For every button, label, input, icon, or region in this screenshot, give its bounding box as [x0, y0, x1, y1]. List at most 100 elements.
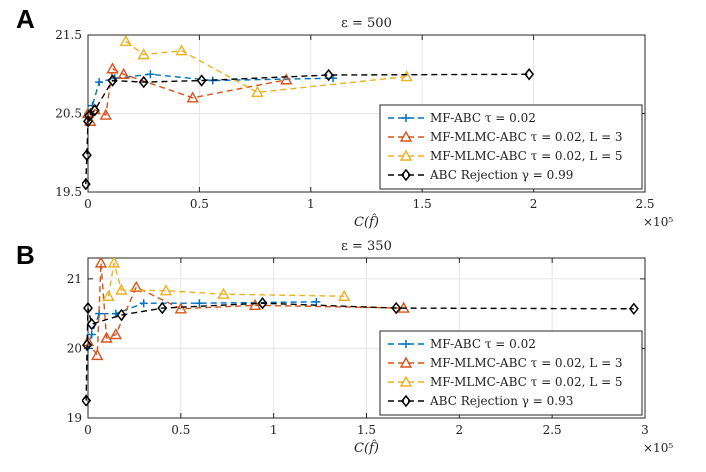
x-tick-label: 0: [84, 197, 92, 211]
series-3: [82, 297, 639, 407]
data-point: [524, 68, 535, 81]
data-point: [195, 299, 204, 308]
data-point: [174, 302, 188, 314]
series-1: [82, 258, 410, 361]
legend-label: MF-MLMC-ABC τ = 0.02, L = 5: [430, 375, 623, 389]
y-tick-label: 20.5: [55, 107, 82, 121]
data-point: [400, 70, 413, 82]
data-point: [251, 85, 264, 98]
data-point: [115, 283, 128, 295]
legend-label: MF-ABC τ = 0.02: [430, 111, 536, 125]
y-tick-label: 21.5: [55, 28, 82, 42]
series-line: [85, 302, 634, 401]
data-point: [82, 338, 93, 352]
y-tick-label: 19: [67, 411, 82, 425]
data-point: [100, 331, 113, 343]
data-point: [338, 289, 351, 301]
data-point: [82, 177, 91, 191]
data-point: [99, 108, 113, 120]
data-point: [399, 356, 413, 368]
data-point: [82, 148, 92, 162]
data-point: [399, 149, 413, 161]
y-tick-label: 20: [67, 341, 82, 355]
data-point: [91, 348, 104, 361]
y-tick-label: 21: [67, 272, 82, 286]
data-point: [402, 340, 410, 348]
chart-title: ε = 350: [341, 239, 392, 254]
data-point: [119, 35, 133, 46]
data-point: [399, 130, 413, 142]
legend-label: MF-MLMC-ABC τ = 0.02, L = 5: [430, 149, 623, 163]
data-point: [83, 301, 93, 315]
x-tick-label: 0: [84, 423, 92, 437]
data-point: [94, 258, 108, 268]
legend-label: MF-MLMC-ABC τ = 0.02, L = 3: [430, 130, 623, 144]
x-tick-label: 1.5: [413, 197, 432, 211]
data-point: [109, 328, 123, 340]
data-point: [175, 44, 188, 56]
data-point: [217, 287, 230, 299]
series-line: [87, 301, 317, 349]
data-point: [391, 301, 402, 315]
legend: MF-ABC τ = 0.02 MF-MLMC-ABC τ = 0.02, L =…: [379, 104, 643, 190]
data-point: [84, 109, 95, 123]
series-2: [102, 258, 351, 301]
data-point: [107, 258, 121, 268]
series-1: [82, 62, 293, 127]
data-point: [138, 75, 149, 89]
legend: MF-ABC τ = 0.02 MF-MLMC-ABC τ = 0.02, L =…: [379, 330, 643, 416]
data-point: [107, 74, 118, 87]
x-exponent-label: ×10⁵: [643, 215, 673, 229]
data-point: [323, 68, 334, 82]
data-point: [401, 394, 411, 408]
series-3: [82, 68, 535, 191]
data-point: [186, 91, 199, 103]
panel-letter: B: [16, 240, 35, 270]
x-tick-label: 0.5: [171, 423, 190, 437]
data-point: [95, 78, 104, 87]
x-tick-label: 1: [307, 197, 315, 211]
data-point: [257, 297, 268, 310]
data-point: [87, 330, 96, 339]
data-point: [196, 74, 207, 87]
data-point: [137, 48, 150, 60]
x-axis-label: C(f̂): [354, 439, 379, 456]
panel-letter: A: [16, 4, 35, 34]
data-point: [130, 280, 143, 292]
legend-label: MF-MLMC-ABC τ = 0.02, L = 3: [430, 356, 623, 370]
data-point: [117, 67, 130, 79]
x-axis-label: C(f̂): [354, 213, 379, 230]
data-point: [248, 298, 262, 311]
data-point: [82, 394, 92, 407]
series-line: [85, 73, 530, 185]
data-point: [401, 168, 411, 182]
series-line: [87, 262, 404, 358]
x-tick-label: 2.5: [543, 423, 562, 437]
data-point: [280, 73, 293, 85]
series-line: [125, 40, 407, 94]
legend-label: ABC Rejection γ = 0.99: [429, 168, 573, 182]
data-point: [159, 284, 173, 296]
data-point: [116, 308, 127, 322]
x-tick-label: 0.5: [190, 197, 209, 211]
data-point: [399, 375, 413, 387]
x-tick-label: 3: [641, 423, 649, 437]
legend-label: ABC Rejection γ = 0.93: [429, 394, 573, 408]
x-tick-label: 2: [456, 423, 464, 437]
x-tick-label: 2: [530, 197, 538, 211]
y-tick-label: 19.5: [55, 185, 82, 199]
data-point: [102, 289, 115, 301]
x-exponent-label: ×10⁵: [643, 441, 673, 455]
data-point: [628, 302, 639, 315]
data-point: [89, 104, 100, 117]
x-tick-label: 1.5: [357, 423, 376, 437]
data-point: [139, 299, 148, 308]
data-point: [86, 317, 97, 331]
x-tick-label: 2.5: [635, 197, 654, 211]
data-point: [146, 70, 155, 79]
data-point: [157, 301, 168, 315]
data-point: [402, 114, 410, 122]
data-point: [106, 62, 119, 74]
